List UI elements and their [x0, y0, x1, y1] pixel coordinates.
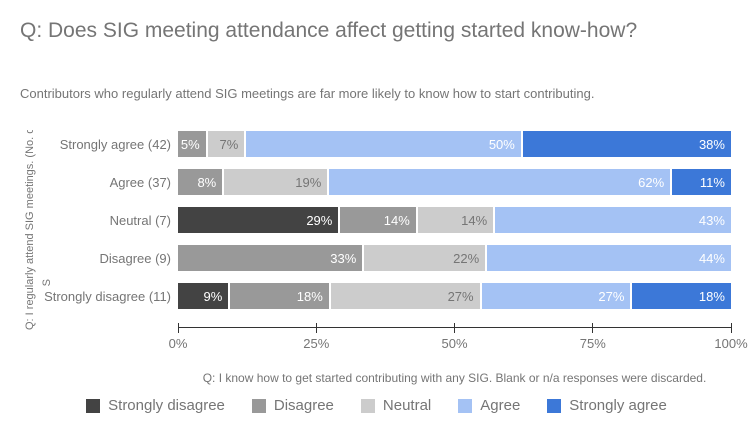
category-label: Strongly disagree (11): [44, 288, 171, 304]
category-label: Neutral (7): [109, 212, 171, 228]
legend-swatch: [251, 398, 266, 413]
x-tick: [592, 323, 594, 333]
legend-swatch: [458, 398, 473, 413]
legend-label: Strongly agree: [569, 397, 667, 414]
bar-value-label: 62%: [638, 174, 665, 190]
bar-segment: 44%: [485, 245, 731, 271]
legend-label: Neutral: [382, 397, 432, 414]
bar-value-label: 50%: [488, 136, 515, 152]
bar-segment: 19%: [222, 169, 328, 195]
bar-segment: 62%: [327, 169, 671, 195]
bar-value-label: 9%: [203, 288, 223, 304]
bar-value-label: 7%: [219, 136, 239, 152]
bar-segment: 27%: [479, 283, 631, 309]
bar-segment: 29%: [178, 207, 339, 233]
bar-segment: 33%: [178, 245, 363, 271]
legend-item: Agree: [458, 397, 520, 414]
bar-segment: 9%: [178, 283, 229, 309]
bar-segment: 38%: [520, 131, 731, 157]
bar-value-label: 27%: [598, 288, 625, 304]
category-label: Disagree (9): [99, 250, 171, 266]
x-tick: [454, 323, 455, 333]
chart-row: Strongly agree (42) 5% 7% 50% 38%: [0, 131, 731, 157]
chart-row: Agree (37) 8% 19% 62% 11%: [0, 169, 731, 195]
legend-item: Strongly agree: [547, 397, 667, 414]
legend-item: Neutral: [360, 397, 432, 414]
bar-track: 8% 19% 62% 11%: [178, 169, 731, 195]
x-tick-label: 25%: [303, 336, 330, 351]
x-tick: [730, 323, 732, 333]
bar-value-label: 38%: [698, 136, 725, 152]
bar-segment: 7%: [205, 131, 245, 157]
x-axis-line: 0% 25% 50% 75% 100%: [169, 323, 748, 351]
x-tick-label: 75%: [579, 336, 606, 351]
bar-segment: 14%: [338, 207, 416, 233]
legend-swatch: [86, 398, 101, 413]
bar-track: 29% 14% 14% 43%: [178, 207, 731, 233]
chart-row: Strongly disagree (11) 9% 18% 27% 27% 18%: [0, 283, 731, 309]
bar-track: 9% 18% 27% 27% 18%: [178, 283, 731, 309]
bar-value-label: 18%: [698, 288, 725, 304]
bar-value-label: 18%: [296, 288, 323, 304]
chart-title: Q: Does SIG meeting attendance affect ge…: [20, 19, 638, 42]
bar-value-label: 14%: [383, 212, 410, 228]
bar-value-label: 8%: [197, 174, 217, 190]
legend: Strongly disagree Disagree Neutral Agree Str…: [0, 397, 753, 414]
bar-track: 33% 22% 44%: [178, 245, 731, 271]
bar-segment: 50%: [244, 131, 521, 157]
bar-value-label: 14%: [461, 212, 488, 228]
bar-value-label: 22%: [453, 250, 480, 266]
bar-value-label: 5%: [180, 136, 200, 152]
bar-segment: 27%: [328, 283, 480, 309]
x-tick-label: 0%: [168, 336, 188, 351]
x-tick-label: 100%: [714, 336, 748, 351]
bar-value-label: 11%: [699, 174, 725, 190]
bar-value-label: 19%: [295, 174, 322, 190]
legend-label: Disagree: [273, 397, 334, 414]
chart-subtitle: Contributors who regularly attend SIG me…: [20, 86, 595, 101]
x-tick: [177, 323, 179, 333]
bar-value-label: 29%: [306, 212, 333, 228]
bar-segment: 18%: [228, 283, 329, 309]
legend-item: Disagree: [251, 397, 334, 414]
bar-segment: 11%: [670, 169, 731, 195]
legend-label: Agree: [480, 397, 521, 414]
legend-swatch: [547, 398, 562, 413]
category-label: Agree (37): [109, 174, 171, 190]
bar-track: 5% 7% 50% 38%: [178, 131, 731, 157]
legend-item: Strongly disagree: [86, 397, 225, 414]
category-label: Strongly agree (42): [59, 136, 171, 152]
bar-value-label: 44%: [698, 250, 725, 266]
bar-segment: 14%: [415, 207, 494, 233]
bar-segment: 43%: [493, 207, 731, 233]
bar-segment: 22%: [362, 245, 486, 271]
bar-rows: Strongly agree (42) 5% 7% 50% 38% Agree (37) 8…: [0, 131, 731, 321]
bar-segment: 8%: [178, 169, 223, 195]
legend-label: Strongly disagree: [108, 397, 225, 414]
x-tick: [315, 323, 317, 333]
bar-value-label: 33%: [330, 250, 357, 266]
legend-swatch: [360, 398, 375, 413]
chart-row: Neutral (7) 29% 14% 14% 43%: [0, 207, 731, 233]
bar-value-label: 43%: [698, 212, 725, 228]
chart-row: Disagree (9) 33% 22% 44%: [0, 245, 731, 271]
bar-segment: 18%: [630, 283, 731, 309]
bar-segment: 5%: [178, 131, 206, 157]
x-tick-label: 50%: [441, 336, 468, 351]
bar-value-label: 27%: [447, 288, 474, 304]
x-axis-caption: Q: I know how to get started contributin…: [202, 371, 707, 385]
